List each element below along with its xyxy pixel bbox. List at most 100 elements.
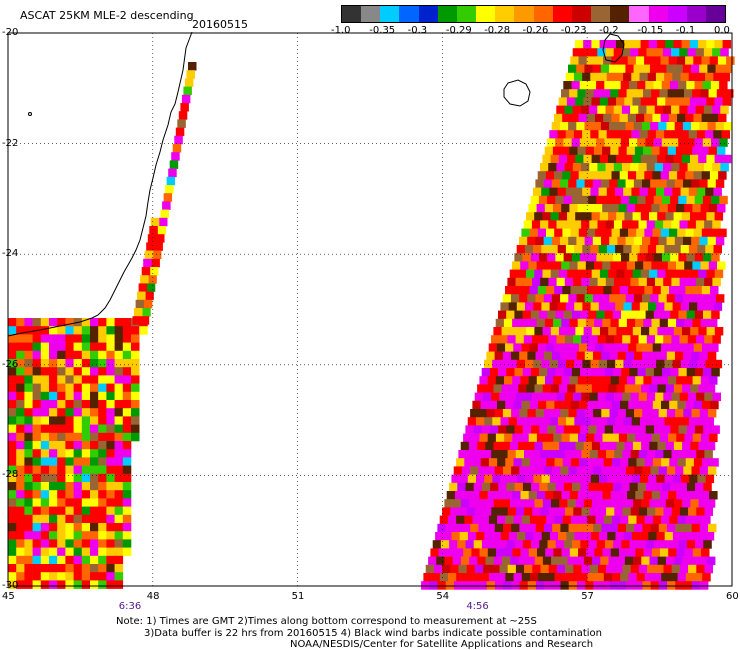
swath-cell [638,335,648,344]
swath-cell [146,283,156,292]
swath-cell [545,171,555,180]
swath-cell [681,154,691,164]
swath-cell [725,89,734,98]
swath-cell [660,286,670,295]
swath-cell [526,327,535,336]
swath-cell [509,441,519,451]
swath-cell [674,236,684,246]
swath-cell [651,548,661,557]
swath-cell [611,400,621,410]
swath-cell [663,450,672,459]
swath-cell [98,506,107,516]
swath-cell [455,548,464,557]
swath-cell [502,351,512,361]
swath-cell [605,220,615,229]
swath-cell [639,417,649,426]
swath-cell [617,236,626,246]
swath-cell [16,367,25,376]
swath-cell [628,81,638,90]
swath-cell [114,547,124,557]
swath-cell [537,171,547,180]
swath-cell [114,531,124,540]
swath-cell [511,466,520,475]
swath-cell [572,48,582,57]
swath-cell [540,220,549,229]
swath-cell [673,97,682,106]
swath-cell [666,409,676,418]
swath-cell [603,400,613,410]
swath-cell [49,514,58,524]
swath-cell [607,359,616,369]
swath-cell [637,482,647,492]
swath-cell [664,245,673,254]
swath-cell [467,532,477,541]
swath-cell [707,64,716,74]
swath-cell [528,261,537,270]
swath-cell [40,432,50,442]
swath-cell [585,581,594,590]
swath-cell [65,400,74,409]
swath-cell [704,277,713,287]
swath-cell [73,432,83,442]
swath-cell [662,105,672,115]
swath-cell [57,514,66,524]
swath-cell [645,425,655,434]
swath-cell [636,458,645,467]
swath-cell [98,424,107,434]
swath-cell [686,482,696,492]
swath-cell [106,531,115,540]
swath-cell [604,138,613,147]
swath-cell [658,236,667,246]
swath-cell [65,523,74,532]
swath-cell [536,318,546,328]
swath-cell [624,499,634,508]
swath-cell [687,220,697,229]
swath-cell [516,302,526,311]
swath-cell [470,523,479,533]
swath-cell [601,409,610,418]
swath-cell [503,318,513,328]
longitude-tick-label: 54 [436,591,450,602]
swath-cell [595,286,604,295]
swath-cell [722,40,732,49]
swath-cell [712,392,721,402]
swath-cell [592,64,602,74]
swath-cell [664,187,673,197]
swath-cell [504,433,513,443]
swath-cell [630,48,639,57]
swath-cell [564,220,574,229]
swath-cell [40,490,50,499]
swath-cell [545,548,554,557]
swath-cell [631,474,641,484]
swath-cell [672,359,682,369]
colorbar-label: -0.29 [445,25,472,36]
swath-cell [551,499,560,508]
swath-cell [49,547,58,557]
swath-cell [98,482,107,491]
swath-cell [583,269,592,279]
swath-cell [718,113,727,123]
swath-cell [16,547,25,557]
swath-cell [98,580,107,589]
swath-cell [627,491,636,500]
swath-cell [610,261,619,270]
swath-cell [705,359,714,369]
swath-cell [577,261,587,270]
swath-cell [578,343,588,352]
swath-cell [690,384,699,393]
swath-cell [618,376,628,385]
swath-cell [540,335,549,344]
swath-cell [652,343,662,352]
swath-cell [556,105,565,115]
swath-cell [640,40,650,49]
swath-cell [584,236,594,246]
swath-cell [690,154,699,164]
swath-cell [57,539,66,548]
swath-cell [664,417,673,426]
swath-cell [669,400,678,410]
swath-cell [16,441,25,450]
swath-cell [669,343,678,352]
swath-cell [533,532,542,541]
swath-cell [16,424,25,434]
swath-cell [700,89,709,98]
